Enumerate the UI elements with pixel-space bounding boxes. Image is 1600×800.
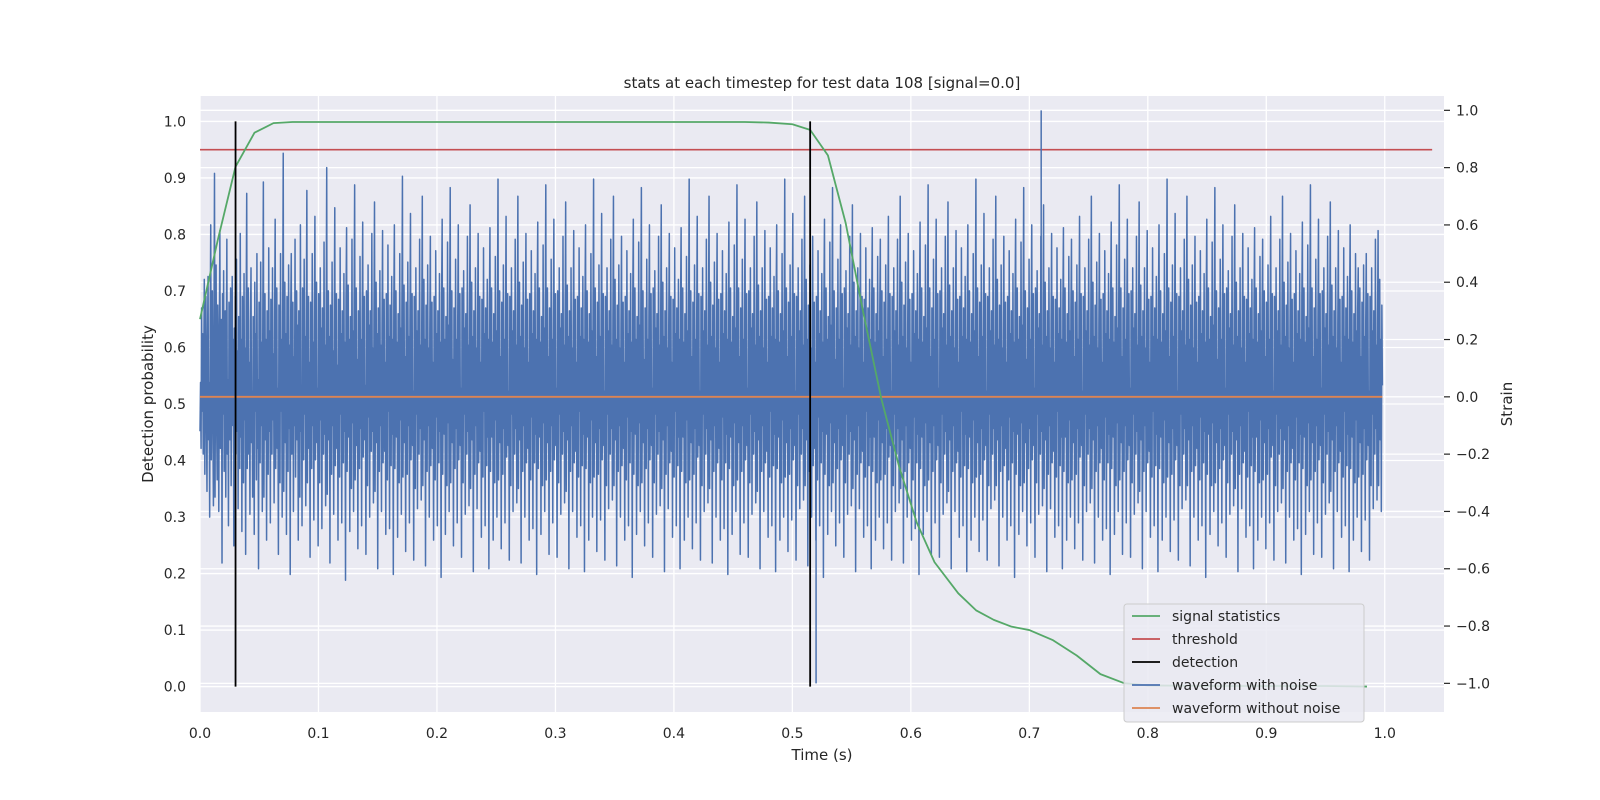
y-tick-label-right: 0.6 [1456,218,1478,234]
legend-label-waveform-with-noise: waveform with noise [1172,678,1317,694]
y-tick-label-right: 0.4 [1456,275,1478,291]
y-tick-label-left: 0.2 [164,567,186,583]
series-line-signal-statistics [199,121,1368,688]
legend-entry-signal-statistics: signal statistics [1132,609,1280,625]
y-tick-label-right: 0.2 [1456,333,1478,349]
y-tick-label-right: 1.0 [1456,103,1478,119]
legend-box [1123,603,1365,723]
legend-label-detection: detection [1172,655,1238,671]
y-tick-label-right: −0.6 [1456,562,1490,578]
x-tick-label: 0.6 [900,726,922,742]
y-tick-label-right: −0.4 [1456,504,1490,520]
legend-entry-waveform-without-noise: waveform without noise [1132,701,1340,717]
y-tick-label-right: 0.0 [1456,390,1478,406]
y-tick-label-left: 0.6 [164,340,186,356]
y-tick-label-left: 0.8 [164,227,186,243]
x-tick-label: 0.0 [189,726,211,742]
x-tick-label: 0.8 [1137,726,1159,742]
right-axis-ticks: −1.0 −0.8 −0.6 −0.4 −0.2 0.0 0.2 0.4 0.6 0.8 1.0 [1444,103,1490,692]
x-tick-label: 0.3 [544,726,566,742]
x-tick-label: 1.0 [1374,726,1396,742]
series-line-waveform-with-noise [199,152,1384,581]
y-tick-label-left: 0.3 [164,510,186,526]
x-tick-label: 0.5 [781,726,803,742]
y-axis-label-right: Strain [1498,382,1516,426]
y-tick-label-right: 0.8 [1456,161,1478,177]
legend-entry-waveform-with-noise: waveform with noise [1132,678,1317,694]
x-tick-label: 0.2 [426,726,448,742]
y-tick-label-left: 0.9 [164,171,186,187]
x-tick-label: 0.7 [1018,726,1040,742]
left-axis-ticks: 0.0 0.1 0.2 0.3 0.4 0.5 0.6 0.7 0.8 0.9 1.0 [164,114,186,695]
x-axis-label: Time (s) [791,746,853,764]
x-tick-label: 0.4 [663,726,685,742]
y-tick-label-right: −0.2 [1456,447,1490,463]
legend-label-signal-statistics: signal statistics [1172,609,1280,625]
x-tick-label: 0.1 [307,726,329,742]
y-tick-label-left: 0.4 [164,454,186,470]
legend-label-threshold: threshold [1172,632,1238,648]
legend-entry-detection: detection [1132,655,1238,671]
y-axis-label-left: Detection probability [139,325,157,483]
y-tick-label-left: 0.5 [164,397,186,413]
y-tick-label-right: −0.8 [1456,619,1490,635]
y-tick-label-left: 1.0 [164,114,186,130]
legend-entry-threshold: threshold [1132,632,1238,648]
y-tick-label-left: 0.7 [164,284,186,300]
y-tick-label-left: 0.1 [164,623,186,639]
x-tick-label: 0.9 [1255,726,1277,742]
y-tick-label-left: 0.0 [164,680,186,696]
legend-label-waveform-without-noise: waveform without noise [1172,701,1340,717]
series-layer [199,110,1433,688]
y-tick-label-right: −1.0 [1456,676,1490,692]
legend: signal statistics threshold detection wa… [1123,603,1365,723]
chart-title: stats at each timestep for test data 108… [624,74,1021,92]
x-axis-ticks: 0.0 0.1 0.2 0.3 0.4 0.5 0.6 0.7 0.8 0.9 1.0 [189,726,1396,742]
